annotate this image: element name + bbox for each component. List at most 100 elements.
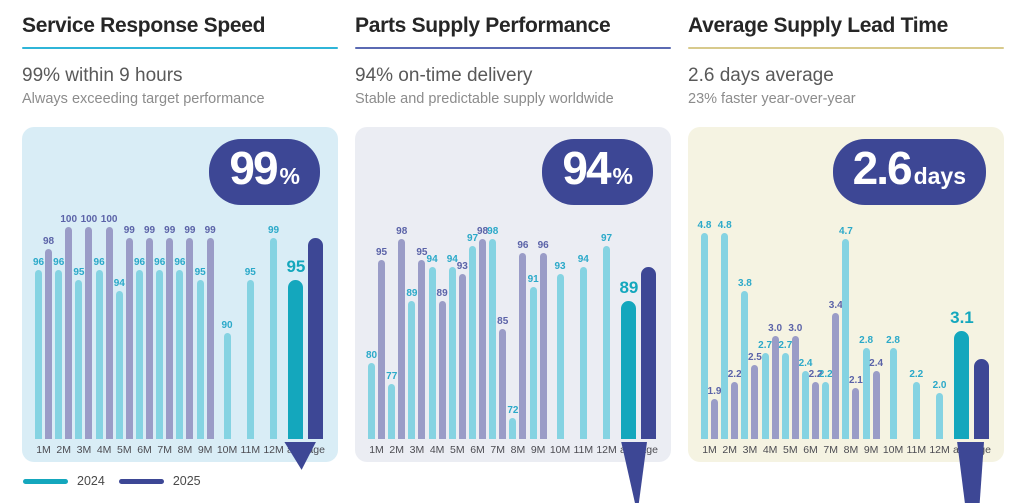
bar-group-8M: 96 99 8M [174, 225, 195, 456]
bar-2024-12M [936, 393, 944, 439]
legend-swatch-icon [23, 478, 68, 484]
bar-2024-3M [75, 280, 83, 439]
chart-legend: 2024 2025 [23, 474, 1024, 488]
legend-item-2025: 2025 [118, 474, 201, 488]
bar-2024-11M [579, 266, 587, 439]
value-label-2024-1M: 96 [32, 256, 45, 268]
bar-group-4M: 96 100 4M [94, 214, 118, 456]
bar-2024-5M [781, 353, 789, 439]
bar-group-2M: 77 98 2M [386, 226, 407, 456]
x-tick-9M: 9M [863, 444, 879, 456]
value-label-2025-4M: 89 [436, 288, 448, 300]
value-label-2025-7M: 3.4 [828, 300, 843, 312]
bar-2024-6M [802, 370, 810, 439]
bar-2024-11M [246, 280, 254, 439]
value-label-2024-1M: 80 [365, 350, 378, 362]
value-label-2024-9M: 95 [194, 267, 206, 279]
value-label-2025-2M: 100 [60, 214, 78, 226]
bar-2025-6M [146, 237, 154, 439]
x-tick-1M: 1M [702, 444, 717, 456]
bar-2025-2M [65, 227, 73, 439]
bar-2024-5M [448, 266, 456, 439]
bar-group-3M: 89 95 3M [406, 247, 427, 456]
callout-unit: % [279, 163, 300, 189]
bar-group-11M: 95 11M [240, 267, 261, 456]
value-label-2024-10M: 2.8 [886, 334, 900, 346]
panel-average-supply-lead-time: Average Supply Lead Time 2.6 days averag… [688, 14, 1004, 503]
value-label-2025-4M: 3.0 [768, 323, 783, 335]
bar-2025-5M [125, 237, 133, 439]
callout-bubble: 99 % [209, 139, 320, 206]
bar-2024-8M [176, 269, 184, 439]
legend-label: 2025 [172, 474, 201, 488]
value-label-2024-5M: 94 [113, 277, 125, 289]
value-label-2024-2M: 77 [386, 370, 398, 382]
value-label-2025-9M: 99 [204, 224, 216, 236]
x-tick-11M: 11M [240, 444, 261, 456]
value-label-2024-11M: 2.2 [909, 368, 924, 380]
bar-chart: 80 95 1M 77 98 2M 89 95 3M 94 89 4M 94 93 5M 97 98 6M 98 85… [365, 226, 658, 456]
bar-2024-4M [428, 266, 436, 439]
x-tick-2M: 2M [56, 444, 71, 456]
value-label-2024-1M: 4.8 [697, 220, 712, 232]
value-label-2025-3M: 100 [80, 214, 98, 226]
bar-group-12M: 2.0 12M [929, 380, 950, 456]
x-tick-6M: 6M [470, 444, 485, 456]
value-label-2025-5M: 99 [123, 224, 135, 236]
panel-headline: 99% within 9 hours [22, 65, 183, 86]
bar-group-7M: 2.2 3.4 7M [819, 300, 843, 456]
bar-group-3M: 95 100 3M [73, 214, 97, 456]
value-label-2024-8M: 72 [507, 405, 519, 417]
bar-group-4M: 2.7 3.0 4M [758, 323, 782, 456]
x-tick-5M: 5M [117, 444, 132, 456]
title-underline [688, 47, 1004, 49]
value-label-2024-2M: 96 [53, 256, 65, 268]
value-label-2024-11M: 94 [577, 253, 589, 265]
value-label-2024-4M: 94 [426, 253, 438, 265]
chart-card: 2.6 days 4.8 1.9 1M 4.8 2.2 2M 3.8 2.5 3M 2.7 3.0 4… [688, 127, 1004, 503]
bar-group-2M: 96 100 2M [53, 214, 77, 456]
x-tick-6M: 6M [137, 444, 152, 456]
value-label-2025-9M: 96 [537, 240, 549, 251]
bar-2025-average [308, 237, 324, 439]
bar-2025-4M [438, 301, 446, 439]
bar-2024-4M [95, 269, 103, 439]
value-label-2024-3M: 89 [406, 288, 418, 300]
value-label-2025-3M: 2.5 [747, 351, 762, 363]
value-label-2024-average: 3.1 [950, 307, 974, 327]
value-label-2025-8M: 96 [517, 240, 529, 251]
callout-value: 99 [229, 142, 278, 194]
bar-2024-2M [55, 269, 63, 439]
value-label-2024-9M: 91 [527, 274, 539, 286]
x-tick-4M: 4M [96, 444, 112, 456]
value-label-2025-7M: 99 [164, 224, 176, 236]
callout-value: 2.6 [852, 142, 913, 194]
x-tick-8M: 8M [510, 444, 526, 456]
bar-group-2M: 4.8 2.2 2M [718, 220, 742, 456]
legend-label: 2024 [77, 474, 105, 488]
bar-2024-4M [761, 353, 769, 439]
bar-2025-5M [791, 336, 799, 439]
panel-parts-supply-performance: Parts Supply Performance 94% on-time del… [355, 14, 671, 503]
bar-group-9M: 2.8 2.4 9M [859, 335, 883, 456]
value-label-2024-10M: 90 [221, 320, 233, 332]
bar-2024-1M [35, 269, 42, 439]
x-tick-3M: 3M [409, 444, 425, 456]
x-tick-10M: 10M [882, 444, 904, 456]
bar-2025-6M [812, 381, 820, 439]
bar-group-10M: 90 10M [217, 320, 237, 456]
bar-group-1M: 80 95 1M [365, 247, 387, 456]
panel-title: Parts Supply Performance [355, 14, 611, 37]
bar-2024-3M [408, 301, 416, 439]
callout-value: 94 [562, 142, 611, 194]
bar-2025-7M [166, 237, 174, 439]
value-label-2025-1M: 95 [375, 246, 388, 258]
value-label-2024-10M: 93 [554, 260, 566, 272]
bar-group-11M: 2.2 11M [906, 369, 926, 456]
value-label-2024-2M: 4.8 [717, 220, 732, 232]
bar-2024-9M [196, 280, 204, 439]
callout-unit: % [612, 163, 633, 189]
x-tick-12M: 12M [929, 444, 950, 456]
bar-2024-9M [529, 287, 537, 439]
x-tick-10M: 10M [549, 444, 571, 456]
